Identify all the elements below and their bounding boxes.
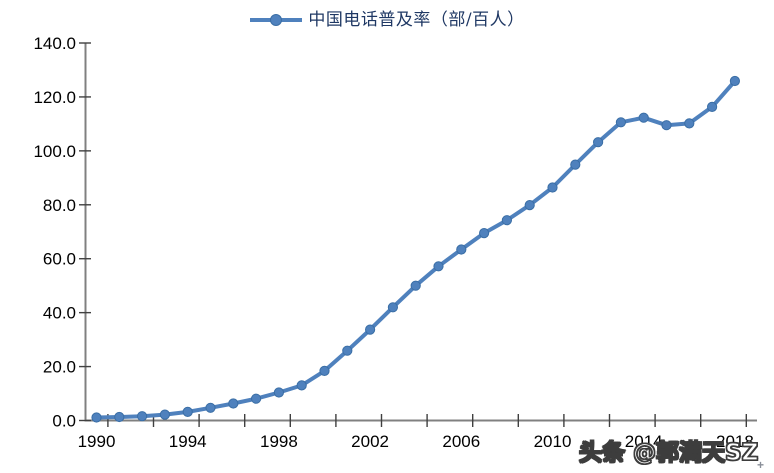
- y-tick-label: 20.0: [43, 358, 76, 377]
- data-point: [615, 117, 627, 128]
- y-tick-label: 100.0: [33, 142, 76, 161]
- data-point: [251, 393, 262, 404]
- data-point: [661, 120, 672, 131]
- x-axis-ticks: [107, 414, 747, 427]
- data-point: [137, 411, 148, 422]
- data-point: [570, 159, 581, 170]
- data-point: [182, 406, 193, 417]
- data-point: [524, 200, 535, 211]
- x-tick-label: 1990: [78, 432, 116, 451]
- data-point: [433, 261, 444, 272]
- data-point: [228, 398, 239, 409]
- data-point: [410, 280, 421, 291]
- axes: [84, 42, 757, 422]
- data-point: [501, 215, 512, 226]
- y-tick-label: 60.0: [43, 250, 76, 269]
- x-axis-labels: 1990 1994 1998 2002 2006 2010 2014 2018: [78, 432, 754, 451]
- data-point: [479, 228, 490, 239]
- data-point: [729, 75, 741, 87]
- data-point: [273, 387, 284, 398]
- plus-artifact: +: [757, 458, 765, 472]
- y-axis: 0.0 20.0 40.0 60.0 80.0 100.0 120.0 140.0: [33, 34, 91, 431]
- x-tick-label: 1994: [169, 432, 207, 451]
- y-tick-label: 140.0: [33, 34, 76, 53]
- x-tick-label: 2010: [534, 432, 572, 451]
- data-point: [205, 402, 216, 413]
- y-tick-label: 80.0: [43, 196, 76, 215]
- data-point: [707, 101, 718, 113]
- data-point: [638, 112, 649, 123]
- x-tick-label: 2002: [351, 432, 389, 451]
- data-point: [91, 412, 102, 423]
- data-points: [91, 75, 741, 423]
- data-point: [547, 182, 558, 193]
- x-tick-label: 2006: [442, 432, 480, 451]
- data-point: [456, 244, 467, 255]
- x-tick-label: 2018: [716, 432, 754, 451]
- y-tick-label: 120.0: [33, 88, 76, 107]
- data-point: [342, 345, 353, 356]
- data-point: [365, 324, 376, 335]
- data-point: [319, 365, 330, 376]
- data-point: [159, 409, 170, 420]
- data-point: [387, 302, 398, 313]
- data-point: [114, 411, 125, 423]
- watermark: 头条 @郭满天SZ: [578, 439, 759, 466]
- y-tick-label: 40.0: [43, 304, 76, 323]
- data-point: [684, 118, 695, 129]
- series-line: [94, 79, 737, 420]
- x-tick-label: 2014: [625, 432, 663, 451]
- x-tick-label: 1998: [260, 432, 298, 451]
- data-point: [296, 380, 307, 391]
- data-point: [593, 137, 604, 148]
- y-tick-label: 0.0: [52, 412, 76, 431]
